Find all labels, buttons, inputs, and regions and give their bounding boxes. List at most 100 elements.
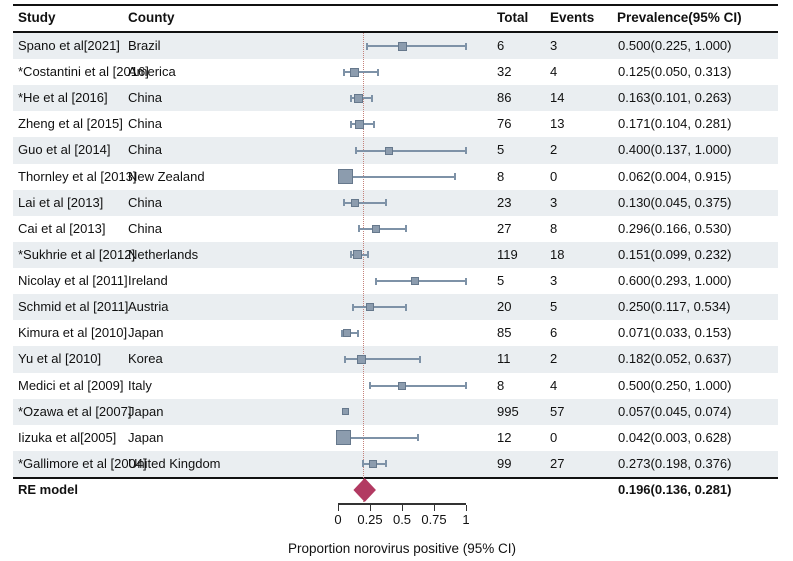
x-axis-tick [466,505,467,511]
study-row: *Gallimore et al [2004] United Kingdom 99 2… [0,450,793,477]
summary-row: RE model 0.196(0.136, 0.281) [0,477,793,503]
study-row: Medici et al [2009] Italy 8 4 0.500(0.250, 1… [0,373,793,399]
row-shading [13,241,778,269]
reference-dotted-line [363,33,365,502]
county-name: Japan [128,429,164,445]
study-name: Iizuka et al[2005] [18,429,117,445]
ci-whisker [359,227,406,230]
study-name: Schmid et al [2011] [18,299,129,315]
ci-cap [341,329,344,337]
ci-cap [465,277,467,285]
column-header-study: Study [18,10,56,25]
study-row: Spano et al[2021] Brazil 6 3 0.500(0.225, 1.… [0,33,793,60]
point-estimate-square [368,459,377,468]
point-estimate-square [366,303,374,312]
events-value: 27 [550,455,565,471]
ci-whisker [352,306,407,309]
total-value: 119 [497,246,518,262]
ci-cap [405,303,408,311]
events-value: 2 [550,351,558,367]
study-name: Guo et al [2014] [18,142,111,158]
study-row: *Ozawa et al [2007] Japan 995 57 0.057(0.045… [0,398,793,425]
prevalence-ci-value: 0.296(0.166, 0.530) [618,220,732,236]
ci-cap [454,173,457,181]
total-value: 5 [497,142,505,158]
study-name: Lai et al [2013] [18,194,104,210]
x-axis-tick-label: 0.5 [392,512,412,527]
summary-diamond [353,478,376,502]
ci-cap [372,120,375,128]
total-value: 32 [497,64,512,80]
prevalence-ci-value: 0.062(0.004, 0.915) [618,168,732,184]
ci-cap [465,147,467,155]
study-name: *Gallimore et al [2004] [18,455,147,471]
study-row: *Sukhrie et al [2012] Netherlands 119 18 0.1… [0,241,793,269]
ci-cap [370,94,373,102]
study-name: Nicolay et al [2011] [18,273,128,289]
study-name: Kimura et al [2010] [18,325,128,341]
study-name: *He et al [2016] [18,90,108,106]
ci-cap [342,199,345,207]
ci-cap [358,225,361,233]
study-row: *Costantini et al [2016] America 32 4 0.125(… [0,59,793,85]
study-row: Kimura et al [2010] Japan 85 6 0.071(0.033, … [0,320,793,346]
ci-cap [385,460,388,468]
point-estimate-square [398,381,406,390]
study-row: Cai et al [2013] China 27 8 0.296(0.166, 0.5… [0,216,793,242]
ci-cap [385,199,387,207]
total-value: 6 [497,38,505,53]
study-name: Zheng et al [2015] [18,116,123,132]
prevalence-ci-value: 0.057(0.045, 0.074) [618,403,732,419]
events-value: 13 [550,116,565,132]
top-rule [13,4,778,6]
events-value: 4 [550,64,558,80]
study-name: Yu et al [2010] [18,351,102,367]
study-name: Spano et al[2021] [18,38,120,53]
county-name: China [128,116,162,132]
county-name: Japan [128,403,164,419]
study-row: Guo et al [2014] China 5 2 0.400(0.137, 1.00… [0,137,793,164]
study-row: Iizuka et al[2005] Japan 12 0 0.042(0.003, 0… [0,425,793,451]
row-shading [13,450,778,477]
x-axis-tick-label: 0.25 [357,512,383,527]
total-value: 86 [497,90,512,106]
prevalence-ci-value: 0.250(0.117, 0.534) [618,299,731,315]
point-estimate-square [349,67,359,77]
row-shading [13,85,778,112]
total-value: 995 [497,403,519,419]
point-estimate-square [397,41,407,51]
events-value: 3 [550,273,558,289]
total-value: 76 [497,116,512,132]
re-model-value: 0.196(0.136, 0.281) [618,482,732,497]
study-name: Medici et al [2009] [18,377,124,393]
ci-cap [465,42,467,50]
x-axis-tick-label: 0.75 [421,512,447,527]
events-value: 57 [550,403,565,419]
prevalence-ci-value: 0.500(0.225, 1.000) [618,38,732,53]
column-header-county: County [128,10,175,25]
prevalence-ci-value: 0.500(0.250, 1.000) [618,377,732,393]
county-name: Netherlands [128,246,199,262]
point-estimate-square [335,430,351,446]
events-value: 8 [550,220,558,236]
total-value: 99 [497,455,512,471]
study-row: Nicolay et al [2011] Ireland 5 3 0.600(0.293… [0,268,793,294]
point-estimate-square [410,277,419,286]
point-estimate-square [350,198,359,207]
county-name: Italy [128,377,152,393]
ci-cap [343,68,346,76]
ci-whisker [343,201,386,204]
county-name: China [128,194,162,210]
study-row: *He et al [2016] China 86 14 0.163(0.101, 0.… [0,85,793,112]
x-axis-tick-label: 0 [334,512,342,527]
point-estimate-square [354,93,364,103]
total-value: 27 [497,220,512,236]
study-row: Yu et al [2010] Korea 11 2 0.182(0.052, 0.63… [0,346,793,373]
ci-whisker [344,358,420,361]
ci-cap [404,225,407,233]
total-value: 11 [497,351,511,367]
study-row: Zheng et al [2015] China 76 13 0.171(0.104, … [0,111,793,137]
x-axis-label: Proportion norovirus positive (95% CI) [287,541,517,556]
x-axis-tick [338,505,339,511]
